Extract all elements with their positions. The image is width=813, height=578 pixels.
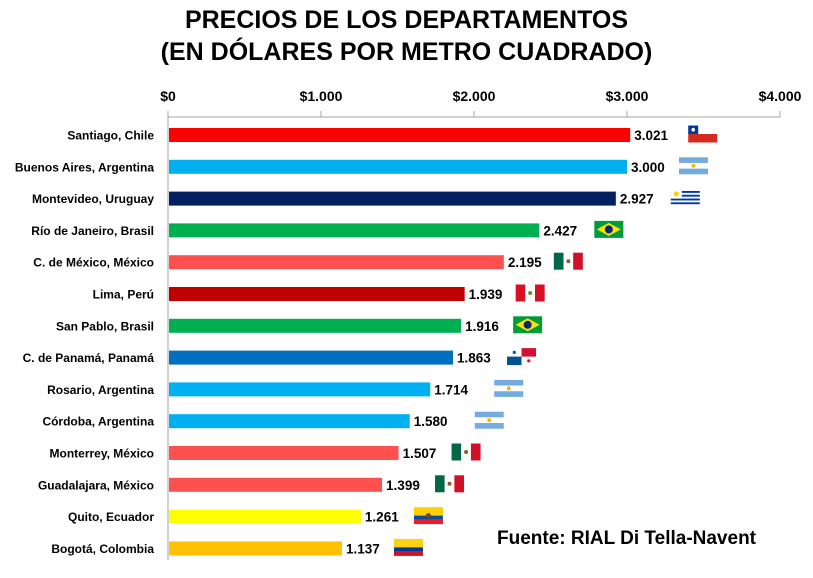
bar xyxy=(169,350,454,365)
mexico-flag-icon xyxy=(435,475,465,493)
value-label: 1.137 xyxy=(346,541,380,556)
category-label: Buenos Aires, Argentina xyxy=(15,160,154,174)
category-label: San Pablo, Brasil xyxy=(56,319,154,333)
chart-subtitle: (EN DÓLARES POR METRO CUADRADO) xyxy=(160,38,653,66)
mexico-flag-icon xyxy=(553,252,583,270)
bar xyxy=(169,287,465,301)
bar xyxy=(169,446,399,460)
bar xyxy=(169,159,627,174)
peru-flag-icon xyxy=(515,284,545,302)
category-label: Bogotá, Colombia xyxy=(51,542,154,556)
value-label: 2.927 xyxy=(620,192,654,207)
value-label: 1.261 xyxy=(365,510,399,525)
source-note: Fuente: RIAL Di Tella-Navent xyxy=(497,528,756,549)
mexico-flag-icon xyxy=(451,443,481,461)
bar xyxy=(169,509,361,524)
argentina-flag-icon xyxy=(679,157,708,175)
x-tick-label: $4.000 xyxy=(759,88,802,104)
colombia-flag-icon xyxy=(393,538,423,556)
bar xyxy=(169,414,410,429)
uruguay-flag-icon xyxy=(670,189,700,207)
chile-flag-icon xyxy=(688,125,718,143)
category-label: Rosario, Argentina xyxy=(47,383,154,397)
x-tick-label: $1.000 xyxy=(300,88,343,104)
value-label: 3.000 xyxy=(631,160,665,175)
bar xyxy=(169,318,462,333)
value-label: 1.507 xyxy=(403,446,437,461)
brazil-flag-icon xyxy=(594,220,624,238)
bar xyxy=(169,541,342,556)
value-label: 1.580 xyxy=(414,414,448,429)
value-label: 1.916 xyxy=(465,319,499,334)
category-label: Córdoba, Argentina xyxy=(42,415,154,429)
bar xyxy=(169,223,540,238)
value-label: 2.195 xyxy=(508,255,542,270)
bar xyxy=(169,477,383,492)
category-label: Montevideo, Uruguay xyxy=(32,192,154,206)
x-tick-label: $0 xyxy=(160,88,176,104)
argentina-flag-icon xyxy=(474,411,504,429)
value-label: 1.939 xyxy=(469,287,503,302)
ecuador-flag-icon xyxy=(413,507,443,525)
category-label: C. de México, México xyxy=(33,256,154,270)
value-label: 1.399 xyxy=(386,478,420,493)
x-tick-label: $2.000 xyxy=(453,88,496,104)
category-label: Monterrey, México xyxy=(50,447,154,461)
brazil-flag-icon xyxy=(513,316,543,334)
category-label: Quito, Ecuador xyxy=(68,510,154,524)
category-label: Río de Janeiro, Brasil xyxy=(31,224,154,238)
x-tick-label: $3.000 xyxy=(606,88,649,104)
bar xyxy=(169,255,504,270)
bar xyxy=(169,191,616,206)
bar xyxy=(169,382,431,397)
value-label: 1.714 xyxy=(434,382,468,397)
bar xyxy=(169,128,631,142)
panama-flag-icon xyxy=(507,348,537,366)
category-label: Guadalajara, México xyxy=(38,478,154,492)
category-label: C. de Panamá, Panamá xyxy=(23,351,155,365)
category-label: Lima, Perú xyxy=(93,288,154,302)
value-label: 1.863 xyxy=(457,351,491,366)
argentina-flag-icon xyxy=(494,379,524,397)
value-label: 3.021 xyxy=(634,128,668,143)
chart-title: PRECIOS DE LOS DEPARTAMENTOS xyxy=(184,6,629,34)
value-label: 2.427 xyxy=(543,223,577,238)
category-label: Santiago, Chile xyxy=(67,129,154,143)
